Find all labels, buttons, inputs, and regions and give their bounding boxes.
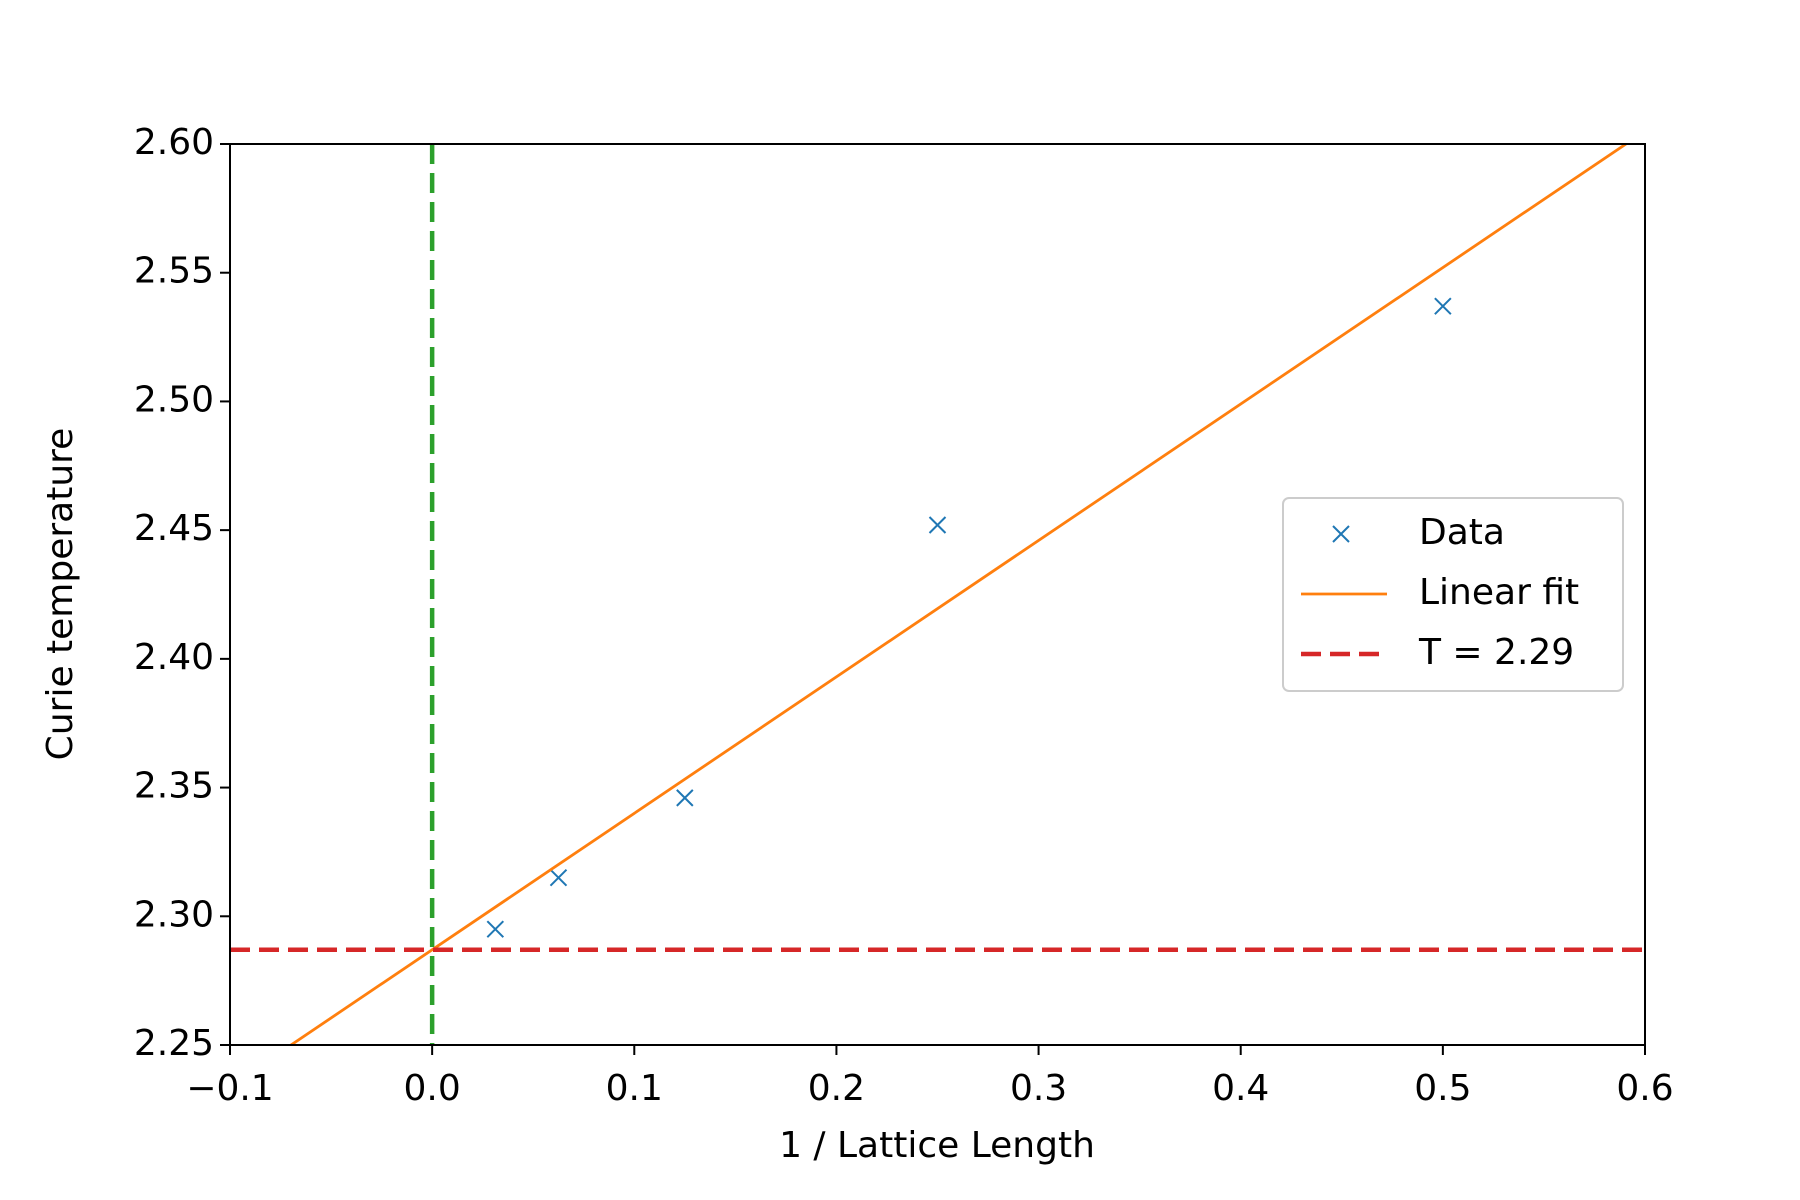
y-tick-label: 2.45 bbox=[134, 508, 214, 549]
x-tick-label: 0.0 bbox=[404, 1068, 461, 1109]
x-axis-label: 1 / Lattice Length bbox=[779, 1125, 1095, 1166]
legend: Data Linear fit T = 2.29 bbox=[1282, 497, 1624, 692]
y-tick-label: 2.30 bbox=[134, 894, 214, 935]
legend-label: Linear fit bbox=[1419, 572, 1579, 613]
y-tick-label: 2.40 bbox=[134, 637, 214, 678]
x-tick-label: 0.3 bbox=[1010, 1068, 1067, 1109]
legend-label: Data bbox=[1419, 512, 1505, 553]
data-marker bbox=[486, 920, 505, 938]
x-tick-label: 0.4 bbox=[1212, 1068, 1269, 1109]
y-axis-label: Curie temperature bbox=[40, 428, 81, 761]
plot-frame bbox=[229, 143, 1646, 1046]
plot-area bbox=[230, 144, 1645, 1045]
y-tick-label: 2.50 bbox=[134, 379, 214, 420]
y-tick-label: 2.55 bbox=[134, 251, 214, 292]
fit-line bbox=[288, 144, 1629, 1045]
x-tick-label: 0.5 bbox=[1414, 1068, 1471, 1109]
data-marker bbox=[549, 868, 568, 887]
data-marker bbox=[1434, 297, 1452, 315]
y-tick-label: 2.25 bbox=[134, 1023, 214, 1064]
x-tick-label: 0.2 bbox=[808, 1068, 865, 1109]
legend-marker bbox=[1332, 525, 1350, 543]
legend-box bbox=[1282, 497, 1624, 692]
data-marker bbox=[676, 789, 694, 807]
data-marker bbox=[928, 516, 947, 534]
x-tick-label: 0.6 bbox=[1616, 1068, 1673, 1109]
legend-label: T = 2.29 bbox=[1418, 632, 1574, 673]
x-tick-label: −0.1 bbox=[186, 1068, 273, 1109]
x-tick-label: 0.1 bbox=[606, 1068, 663, 1109]
y-tick-label: 2.60 bbox=[134, 122, 214, 163]
y-tick-label: 2.35 bbox=[134, 766, 214, 807]
